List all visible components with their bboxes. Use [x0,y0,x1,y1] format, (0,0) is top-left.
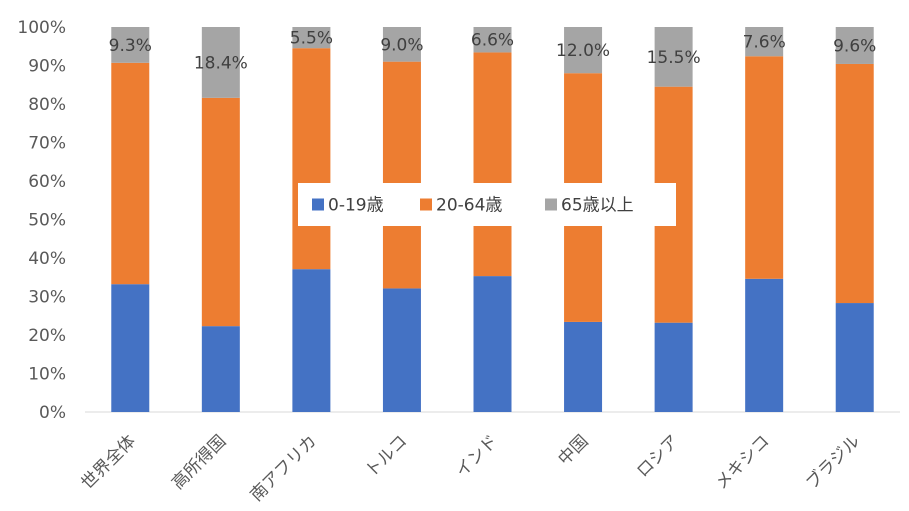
category-label: メキシコ [711,431,773,493]
bar-segment [201,326,240,412]
bars-area: 9.3% 18.4% 5.5% 9.0% 6.6% 12.0% 15.5% 7.6% 9.6% [109,27,876,412]
bar-segment [473,27,512,53]
bar-segment [745,278,784,412]
y-tick-label: 10% [28,365,66,385]
y-tick-label: 50% [28,211,66,231]
data-label: 9.3% [109,36,152,56]
bar-segment [111,284,150,412]
data-label: 18.4% [194,53,248,73]
bar-segment [382,61,421,289]
bar-segment [201,27,240,98]
y-tick-label: 80% [28,95,66,115]
bar-segment [201,97,240,327]
category-label: 中国 [554,431,592,469]
data-label: 7.6% [743,33,786,53]
legend-swatch [545,198,557,211]
legend-swatch [312,198,324,211]
bar-segment [745,27,784,57]
bar-segment [292,48,331,270]
data-label: 5.5% [290,29,333,49]
y-tick-label: 70% [28,134,66,154]
category-label: インド [452,431,502,481]
bar-segment [745,56,784,279]
bar-segment [292,27,331,49]
y-tick-label: 20% [28,326,66,346]
y-tick-label: 0% [39,403,66,423]
legend-box [298,183,676,226]
category-label: トルコ [362,431,412,481]
data-label: 12.0% [556,41,610,61]
category-label: ロシア [633,431,683,481]
y-axis: 0% 10% 20% 30% 40% 50% 60% 70% 80% 90% 100% [17,18,900,423]
y-tick-label: 90% [28,57,66,77]
bar-segment [292,269,331,412]
bar-segment [382,27,421,62]
bar-segment [564,27,603,74]
y-tick-label: 40% [28,249,66,269]
bar-segment [382,288,421,412]
bar-segment [835,63,874,304]
bar-segment [111,27,150,63]
data-label: 9.0% [380,35,423,55]
legend: 0-19歳 20-64歳 65歳以上 [298,183,676,226]
bar-segment [835,303,874,412]
legend-label: 65歳以上 [561,196,634,216]
y-tick-label: 60% [28,172,66,192]
bar-segment [835,27,874,64]
y-tick-label: 30% [28,288,66,308]
data-label: 9.6% [833,36,876,56]
bar-segment [111,62,150,285]
legend-label: 20-64歳 [436,196,502,216]
data-label: 15.5% [647,48,701,68]
category-labels: 世界全体 高所得国 南アフリカ トルコ インド 中国 ロシア メキシコ ブラジル [78,431,865,506]
category-label: 高所得国 [168,431,230,493]
legend-label: 0-19歳 [328,196,384,216]
category-label: 南アフリカ [247,431,321,505]
bar-segment [654,322,693,412]
data-label: 6.6% [471,31,514,51]
bar-segment [473,52,512,277]
bar-segment [654,27,693,87]
bar-segment [564,321,603,412]
y-tick-label: 100% [17,18,66,38]
category-label: ブラジル [802,431,865,494]
category-label: 世界全体 [78,431,140,493]
bar-segment [473,276,512,412]
legend-swatch [420,198,432,211]
